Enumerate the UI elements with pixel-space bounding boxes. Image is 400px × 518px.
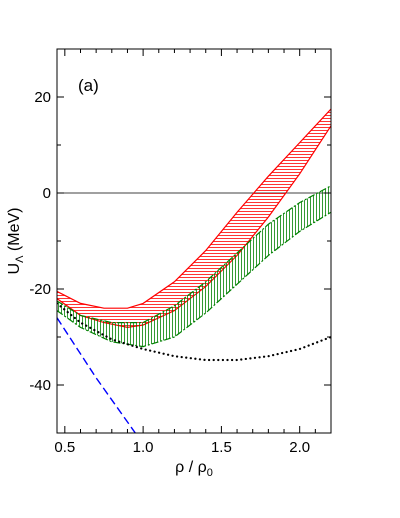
y-tick-label: 20 — [34, 89, 51, 106]
x-tick-label: 1.0 — [133, 439, 154, 456]
y-tick-label: -40 — [29, 377, 51, 394]
band-1-fill — [57, 109, 331, 328]
y-tick-label: -20 — [29, 281, 51, 298]
plot-area — [57, 108, 331, 433]
band-2-fill — [57, 185, 331, 347]
band-2-upper-edge — [57, 185, 331, 324]
y-tick-label: 0 — [43, 185, 51, 202]
x-tick-label: 0.5 — [54, 439, 75, 456]
y-axis-title-unit: (MeV) — [6, 208, 23, 256]
series-1-line — [57, 302, 331, 362]
x-tick-label: 2.0 — [289, 439, 310, 456]
x-axis-title-main: ρ / ρ — [175, 459, 207, 476]
x-tick-label: 1.5 — [211, 439, 232, 456]
y-axis-title-subscript: Λ — [14, 255, 26, 263]
x-axis-title: ρ / ρ0 — [175, 459, 213, 479]
band-2-lower-edge — [57, 211, 331, 348]
panel-label: (a) — [78, 76, 99, 95]
band-1-upper-edge — [57, 108, 331, 309]
axes: 0.5 1.0 1.5 2.0 -40 -20 0 20 — [29, 48, 332, 456]
y-axis-title-main: U — [6, 263, 23, 275]
y-axis-title: UΛ (MeV) — [6, 208, 26, 275]
plot-frame — [56, 48, 332, 434]
x-axis-title-subscript: 0 — [207, 467, 213, 479]
